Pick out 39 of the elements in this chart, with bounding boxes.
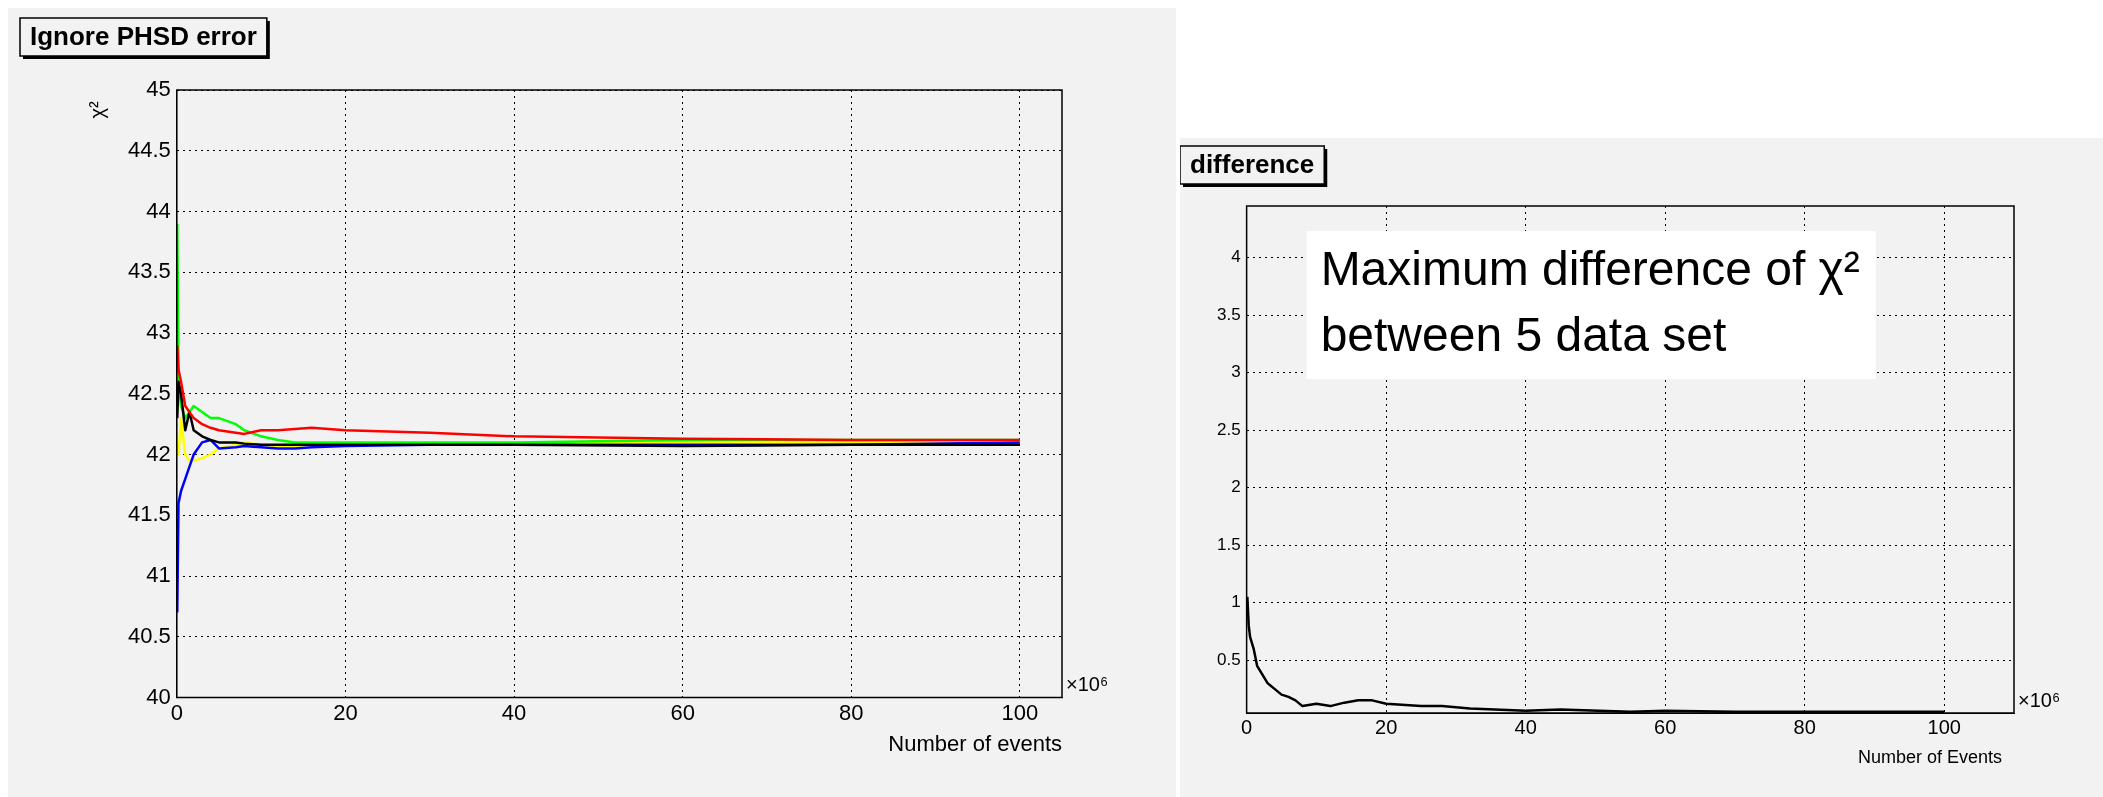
y-tick-label: 43.5 <box>127 258 171 284</box>
x-tick-label: 100 <box>1001 699 1039 725</box>
chart-title: Ignore PHSD error <box>30 21 257 52</box>
x-tick-label: 80 <box>1793 715 1816 738</box>
y-tick-label: 3 <box>1231 362 1241 382</box>
y-tick-label: 40 <box>146 683 171 709</box>
y-tick-label: 1 <box>1231 592 1241 612</box>
x-tick-label: 0 <box>170 699 183 725</box>
text: ×10⁶ <box>1066 673 1109 696</box>
y-tick-label: 2.5 <box>1216 419 1241 439</box>
x-axis-title: Number of events <box>888 730 1062 756</box>
y-tick-label: 1.5 <box>1216 534 1241 554</box>
y-tick-label: 44 <box>146 197 171 223</box>
x-tick-label: 0 <box>1241 715 1253 738</box>
y-tick-label: 0.5 <box>1216 649 1241 669</box>
y-tick-label: 40.5 <box>127 622 171 648</box>
y-axis-title: χ² <box>86 101 109 119</box>
annotation: Maximum difference of χ² between 5 data set <box>1320 242 1860 362</box>
y-tick-label: 3.5 <box>1216 304 1241 324</box>
y-tick-label: 41.5 <box>127 501 171 527</box>
x-tick-label: 20 <box>1375 715 1398 738</box>
x-axis-title: Number of Events <box>1857 746 2002 767</box>
x-tick-label: 20 <box>333 699 358 725</box>
x-tick-label: 60 <box>670 699 695 725</box>
y-tick-label: 2 <box>1231 477 1241 497</box>
y-tick-label: 4 <box>1231 247 1241 267</box>
chart-title: difference <box>1190 149 1315 180</box>
y-tick-label: 41 <box>146 562 171 588</box>
x-tick-label: 60 <box>1654 715 1677 738</box>
y-tick-label: 45 <box>146 76 171 102</box>
x-tick-label: 40 <box>501 699 527 725</box>
y-tick-label: 44.5 <box>127 136 171 162</box>
x-tick-label: 40 <box>1514 715 1537 738</box>
x-tick-label: 100 <box>1927 715 1961 738</box>
y-tick-label: 43 <box>146 319 171 345</box>
text: ×10⁶ <box>2018 688 2061 711</box>
y-tick-label: 42.5 <box>127 379 171 405</box>
x-tick-label: 80 <box>839 699 864 725</box>
y-tick-label: 42 <box>146 440 171 466</box>
